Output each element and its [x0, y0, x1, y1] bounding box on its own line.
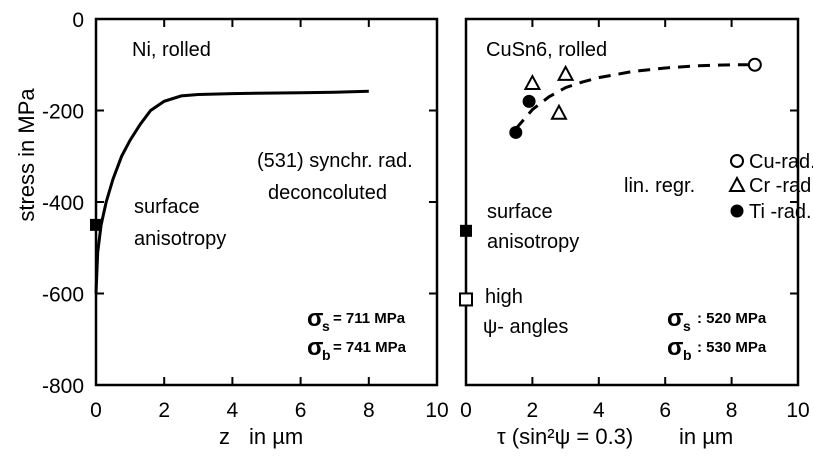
y-tick-label: -600	[42, 284, 84, 307]
legend-label: Cu-rad.	[749, 151, 813, 173]
ni-stress-curve	[94, 89, 369, 294]
lin-regr-label: lin. regr.	[624, 175, 695, 197]
point-open-triangle	[556, 64, 575, 81]
point-open-triangle	[550, 103, 568, 120]
x-tick-label: 2	[527, 399, 539, 422]
legend-label: Ti -rad.	[749, 201, 812, 223]
y-tick-label: 0	[72, 9, 84, 32]
right-x-axis-label-unit: in µm	[679, 424, 733, 449]
right-sigma-b-symbol: σ	[667, 334, 683, 361]
high-psi-marker	[459, 292, 473, 307]
left-sigma-b-sub: b	[322, 347, 331, 363]
point-filled-circle	[522, 94, 536, 108]
right-sigma-s-symbol: σ	[667, 305, 683, 332]
left-sigma-b-value: = 741 MPa	[333, 339, 407, 356]
x-tick-label: 4	[593, 399, 605, 422]
right-sigma-b-value: : 530 MPa	[697, 339, 767, 356]
x-tick-label: 8	[726, 399, 738, 422]
left-surface-line1: surface	[134, 196, 200, 218]
legend-marker-filled-circle	[730, 204, 744, 218]
right-high-line1: high	[485, 286, 523, 308]
legend-marker-open-circle	[730, 154, 744, 168]
x-tick-label: 10	[786, 399, 809, 422]
left-surface-line2: anisotropy	[134, 228, 226, 250]
right-panel-title: CuSn6, rolled	[486, 39, 607, 61]
surface-anisotropy-marker	[90, 218, 102, 231]
x-tick-label: 2	[158, 399, 170, 422]
right-sigma-s-sub: s	[683, 318, 691, 334]
right-sigma-s-value: : 520 MPa	[697, 310, 767, 327]
point-open-circle	[747, 57, 762, 72]
legend-marker-open-triangle	[728, 175, 746, 192]
left-sigma-b-symbol: σ	[307, 334, 323, 361]
right-surface-line2: anisotropy	[487, 231, 579, 253]
left-x-axis-label-unit: in µm	[249, 424, 303, 449]
x-tick-label: 0	[460, 399, 472, 422]
y-tick-label: -400	[42, 192, 84, 215]
x-tick-label: 8	[363, 399, 375, 422]
left-sigma-b: σ b = 741 MPa	[307, 334, 407, 363]
x-tick-label: 6	[659, 399, 671, 422]
point-open-triangle	[523, 73, 542, 91]
x-tick-label: 6	[295, 399, 307, 422]
left-panel-title: Ni, rolled	[132, 39, 211, 61]
left-sigma-s-value: = 711 MPa	[333, 310, 406, 327]
surface-anisotropy-marker	[460, 224, 472, 237]
left-x-axis-label-main: z	[219, 424, 230, 449]
point-filled-circle	[509, 125, 523, 139]
right-x-axis-label-main: τ (sin²ψ = 0.3)	[497, 424, 633, 449]
right-high-line2: ψ- angles	[483, 316, 568, 338]
legend-label: Cr -rad.	[749, 175, 813, 197]
y-tick-label: -200	[42, 101, 84, 124]
x-tick-label: 10	[425, 399, 448, 422]
right-sigma-b: σ b : 530 MPa	[667, 334, 767, 363]
right-surface-line1: surface	[487, 201, 553, 223]
y-axis-label: stress in MPa	[14, 88, 39, 222]
lin-regr-fit-line	[514, 63, 755, 130]
left-sigma-s: σ s = 711 MPa	[307, 305, 406, 334]
left-sigma-s-sub: s	[322, 318, 330, 334]
right-sigma-s: σ s : 520 MPa	[667, 305, 767, 334]
left-method-line2: deconcoluted	[268, 182, 387, 204]
right-sigma-b-sub: b	[683, 347, 692, 363]
left-method-line1: (531) synchr. rad.	[257, 150, 413, 172]
legend: Cu-rad.Cr -rad. Ti -rad.	[728, 151, 813, 223]
y-tick-label: -800	[42, 375, 84, 398]
left-sigma-s-symbol: σ	[307, 305, 323, 332]
x-tick-label: 0	[90, 399, 102, 422]
x-tick-label: 4	[227, 399, 239, 422]
